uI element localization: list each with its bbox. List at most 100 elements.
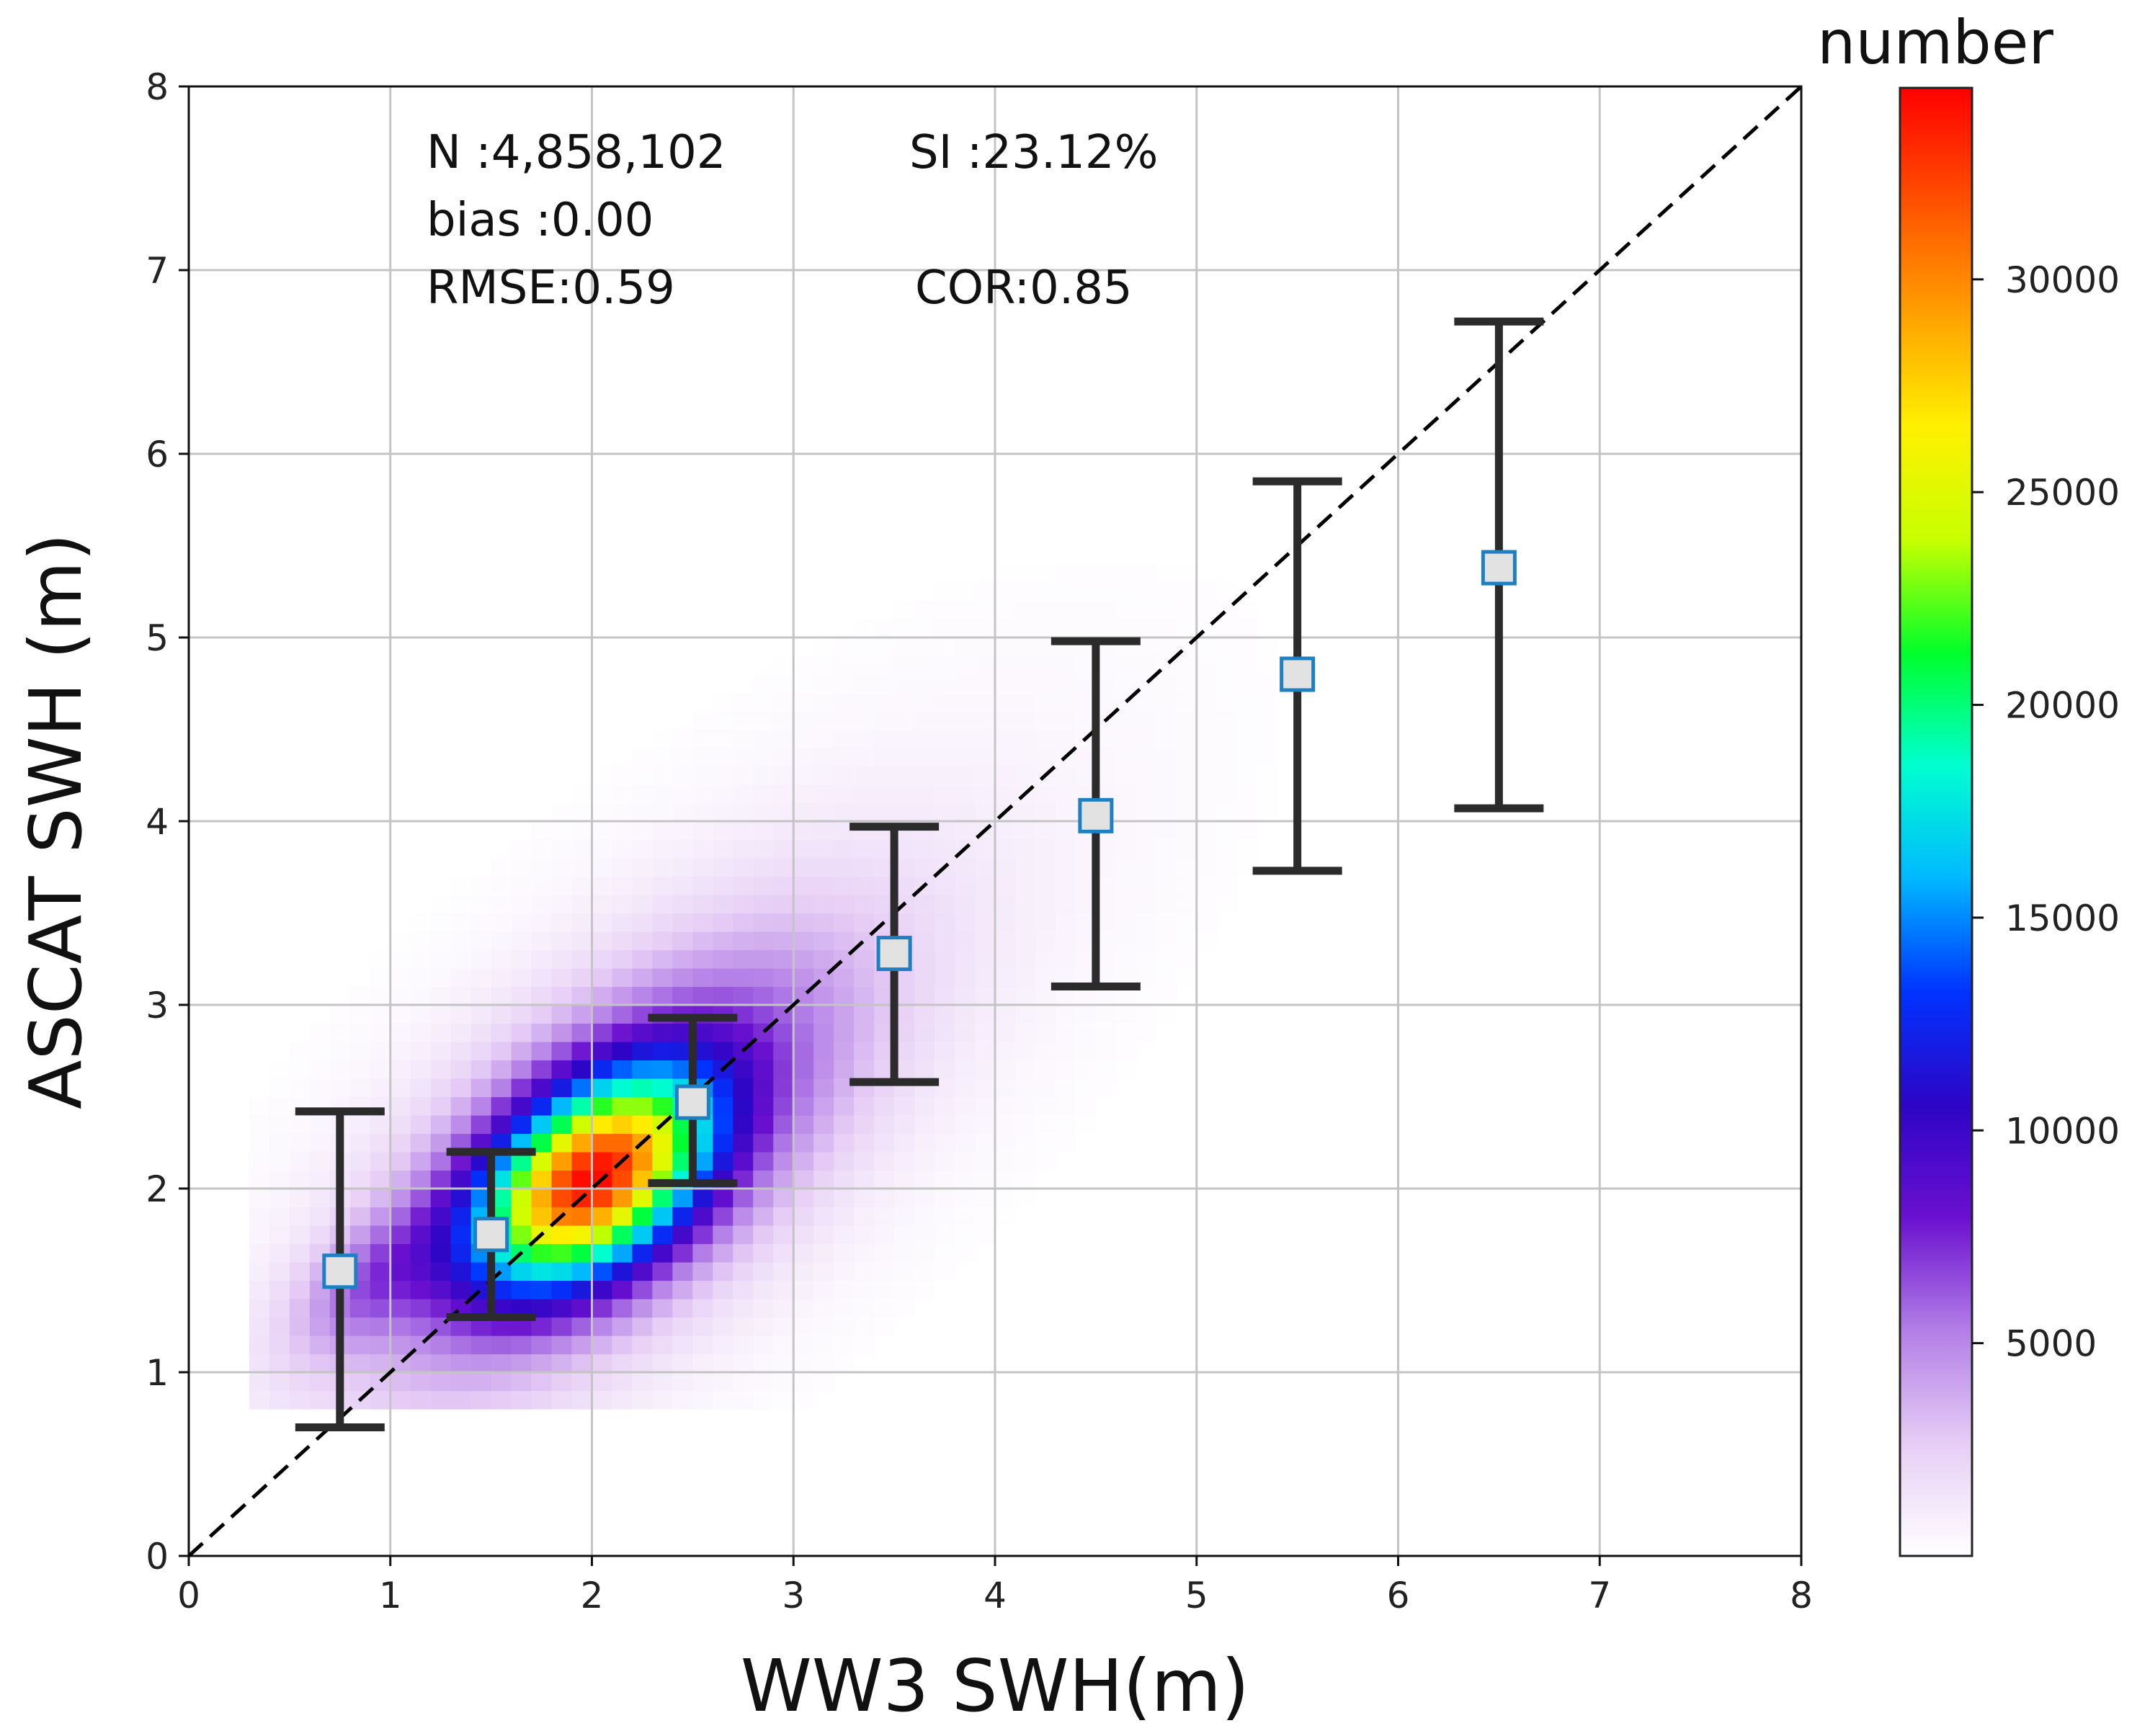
heatmap-cell: [511, 1390, 532, 1410]
heatmap-cell: [511, 1372, 532, 1392]
heatmap-cell: [652, 1042, 673, 1061]
heatmap-cell: [672, 1354, 693, 1373]
heatmap-cell: [793, 802, 814, 822]
heatmap-cell: [1115, 582, 1137, 601]
heatmap-cell: [914, 1005, 935, 1024]
heatmap-cell: [1236, 601, 1258, 620]
heatmap-cell: [652, 1243, 673, 1263]
heatmap-cell: [692, 1189, 713, 1208]
heatmap-cell: [592, 876, 613, 895]
heatmap-cell: [793, 784, 814, 804]
heatmap-cell: [692, 1354, 713, 1373]
heatmap-cell: [955, 821, 976, 841]
heatmap-cell: [592, 1354, 613, 1373]
heatmap-cell: [1115, 931, 1137, 951]
heatmap-cell: [914, 1170, 935, 1189]
heatmap-cell: [1156, 931, 1177, 951]
heatmap-cell: [612, 1207, 633, 1226]
heatmap-cell: [249, 1189, 270, 1208]
heatmap-cell: [955, 674, 976, 694]
heatmap-cell: [491, 968, 512, 988]
heatmap-cell: [592, 1299, 613, 1318]
heatmap-cell: [511, 913, 532, 932]
heatmap-cell: [813, 913, 834, 932]
heatmap-cell: [1156, 784, 1177, 804]
heatmap-cell: [793, 949, 814, 969]
mean-marker: [876, 936, 912, 972]
heatmap-cell: [773, 839, 794, 859]
heatmap-cell: [450, 1354, 472, 1373]
heatmap-cell: [1196, 656, 1218, 675]
heatmap-cell: [309, 1189, 331, 1208]
heatmap-cell: [955, 766, 976, 785]
heatmap-cell: [713, 876, 733, 895]
heatmap-cell: [592, 1390, 613, 1410]
heatmap-cell: [491, 949, 512, 969]
heatmap-cell: [914, 1060, 935, 1079]
heatmap-cell: [612, 913, 633, 932]
heatmap-cell: [612, 968, 633, 988]
heatmap-cell: [470, 1372, 492, 1392]
heatmap-cell: [1055, 802, 1076, 822]
heatmap-cell: [1176, 913, 1197, 932]
heatmap-cell: [672, 968, 693, 988]
heatmap-cell: [592, 802, 613, 822]
heatmap-cell: [1257, 802, 1278, 822]
heatmap-cell: [390, 1152, 411, 1171]
heatmap-cell: [854, 1042, 875, 1061]
stat-bias: bias :0.00: [427, 194, 654, 247]
heatmap-cell: [834, 692, 855, 712]
heatmap-cell: [1196, 674, 1218, 694]
heatmap-cell: [935, 692, 955, 712]
heatmap-cell: [874, 1133, 895, 1153]
heatmap-cell: [713, 1023, 733, 1042]
heatmap-cell: [430, 913, 452, 932]
heatmap-cell: [955, 1225, 976, 1245]
heatmap-cell: [1115, 913, 1137, 932]
heatmap-cell: [531, 968, 553, 988]
heatmap-cell: [1216, 895, 1238, 914]
heatmap-cell: [672, 1372, 693, 1392]
y-axis-title: ASCAT SWH (m): [14, 533, 98, 1109]
heatmap-cell: [834, 1189, 855, 1208]
heatmap-cell: [854, 784, 875, 804]
heatmap-cell: [1216, 711, 1238, 730]
heatmap-cell: [773, 711, 794, 730]
heatmap-cell: [854, 1115, 875, 1135]
heatmap-cell: [1196, 876, 1218, 895]
heatmap-cell: [410, 1115, 432, 1135]
heatmap-cell: [1136, 656, 1157, 675]
heatmap-cell: [1115, 784, 1137, 804]
heatmap-cell: [813, 1096, 834, 1116]
heatmap-cell: [672, 1390, 693, 1410]
mean-marker: [322, 1253, 358, 1289]
heatmap-cell: [834, 1023, 855, 1042]
heatmap-cell: [1014, 1133, 1036, 1153]
heatmap-cell: [612, 1354, 633, 1373]
heatmap-cell: [753, 1189, 774, 1208]
heatmap-cell: [733, 1280, 754, 1299]
heatmap-cell: [753, 692, 774, 712]
heatmap-cell: [854, 729, 875, 748]
heatmap-cell: [935, 637, 955, 657]
heatmap-cell: [309, 1152, 331, 1171]
heatmap-cell: [1156, 601, 1177, 620]
heatmap-cell: [309, 1390, 331, 1410]
heatmap-cell: [914, 1096, 935, 1116]
heatmap-cell: [995, 582, 1016, 601]
heatmap-cell: [894, 1243, 915, 1263]
heatmap-cell: [813, 1335, 834, 1355]
heatmap-cell: [349, 1335, 371, 1355]
heatmap-cell: [1115, 1005, 1137, 1024]
heatmap-cell: [1136, 601, 1157, 620]
heatmap-cell: [1035, 913, 1056, 932]
heatmap-cell: [652, 1372, 673, 1392]
heatmap-cell: [955, 1096, 976, 1116]
heatmap-cell: [450, 1225, 472, 1245]
heatmap-cell: [1156, 858, 1177, 877]
heatmap-cell: [753, 1005, 774, 1024]
heatmap-cell: [632, 1243, 654, 1263]
heatmap-cell: [672, 913, 693, 932]
heatmap-cell: [773, 821, 794, 841]
heatmap-cell: [349, 1189, 371, 1208]
